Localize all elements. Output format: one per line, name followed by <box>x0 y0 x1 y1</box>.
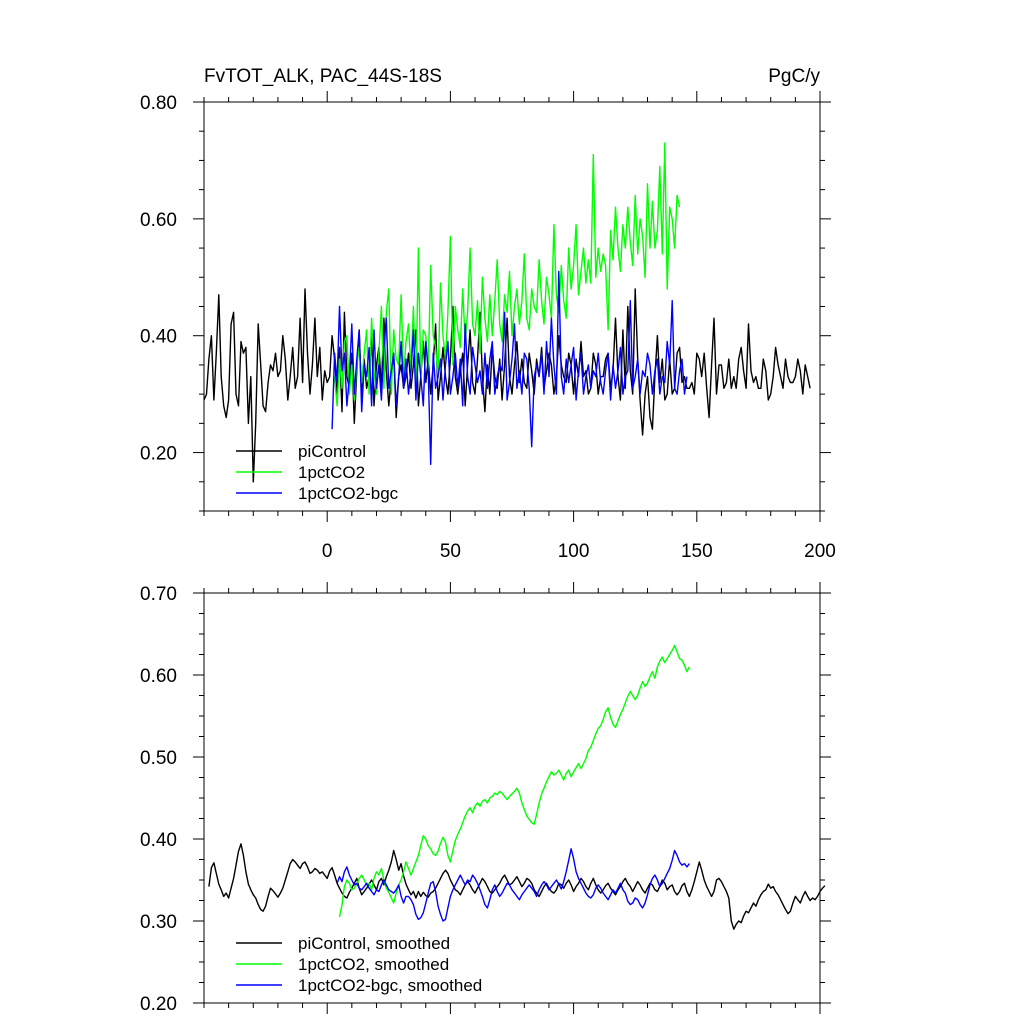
legend-label-1: 1pctCO2 <box>298 463 365 482</box>
legend-label-2: 1pctCO2-bgc <box>298 484 399 503</box>
y-tick-label: 0.40 <box>140 830 177 851</box>
y-tick-label: 0.40 <box>140 327 177 348</box>
y-tick-label: 0.60 <box>140 210 177 231</box>
y-tick-label: 0.80 <box>140 93 177 114</box>
series-line-0 <box>203 288 811 483</box>
y-tick-label: 0.20 <box>140 444 177 465</box>
y-tick-label: 0.70 <box>140 584 177 605</box>
series-line-1 <box>333 142 681 407</box>
y-tick-label: 0.30 <box>140 912 177 933</box>
top-panel-units: PgC/y <box>768 66 820 87</box>
x-tick-label: 150 <box>681 541 713 562</box>
x-tick-label: 100 <box>558 541 590 562</box>
series-line-2 <box>336 848 690 922</box>
y-tick-label: 0.20 <box>140 994 177 1015</box>
top-panel: FvTOT_ALK, PAC_44S-18S PgC/y 0 50 100 150 20… <box>140 66 836 562</box>
top-panel-series <box>203 142 811 483</box>
bottom-panel-ticks: 0.20 0.30 0.40 0.50 0.60 0.70 <box>140 582 831 1015</box>
y-tick-label: 0.60 <box>140 666 177 687</box>
legend-label-0: piControl <box>298 442 366 461</box>
y-tick-label: 0.50 <box>140 748 177 769</box>
bottom-panel-frame <box>203 592 821 1004</box>
legend-label-2: 1pctCO2-bgc, smoothed <box>298 976 482 995</box>
legend-label-0: piControl, smoothed <box>298 934 450 953</box>
top-panel-legend: piControl 1pctCO2 1pctCO2-bgc <box>236 442 399 503</box>
bottom-panel: 0.20 0.30 0.40 0.50 0.60 0.70 piControl, smoo… <box>140 582 831 1015</box>
x-tick-label: 0 <box>322 541 333 562</box>
series-line-2 <box>331 270 688 465</box>
series-line-0 <box>208 843 826 930</box>
bottom-panel-legend: piControl, smoothed 1pctCO2, smoothed 1pct… <box>236 934 482 995</box>
bottom-panel-series <box>208 644 826 930</box>
legend-label-1: 1pctCO2, smoothed <box>298 955 449 974</box>
top-panel-frame <box>203 101 821 512</box>
x-tick-label: 200 <box>804 541 836 562</box>
top-panel-title: FvTOT_ALK, PAC_44S-18S <box>204 66 442 87</box>
top-panel-ticks: 0 50 100 150 200 0.20 0.40 0.60 0.80 <box>140 91 836 562</box>
x-tick-label: 50 <box>440 541 461 562</box>
